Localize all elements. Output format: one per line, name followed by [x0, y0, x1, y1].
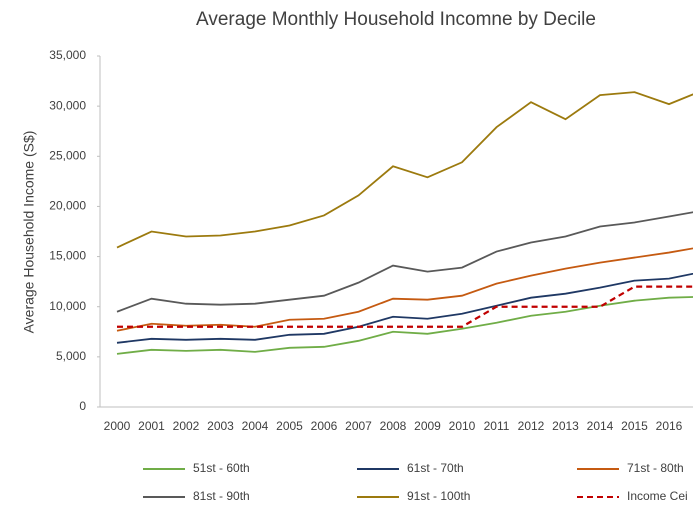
x-tick-label: 2008	[380, 419, 407, 433]
x-tick-label: 2016	[656, 419, 683, 433]
series-line	[117, 285, 693, 328]
x-tick-label: 2003	[207, 419, 234, 433]
x-tick-label: 2006	[311, 419, 338, 433]
y-tick-label: 30,000	[49, 98, 86, 112]
x-tick-label: 2002	[173, 419, 200, 433]
x-tick-label: 2007	[345, 419, 372, 433]
x-tick-label: 2014	[587, 419, 614, 433]
y-tick-label: 35,000	[49, 48, 86, 62]
y-tick-label: 25,000	[49, 148, 86, 162]
x-tick-label: 2010	[449, 419, 476, 433]
x-tick-label: 2013	[552, 419, 579, 433]
x-tick-label: 2000	[104, 419, 131, 433]
legend-label: 61st - 70th	[407, 461, 464, 475]
legend-label: 51st - 60th	[193, 461, 250, 475]
legend-label: 81st - 90th	[193, 489, 250, 503]
legend-label: 71st - 80th	[627, 461, 684, 475]
x-tick-label: 2001	[138, 419, 165, 433]
series-line	[116, 247, 693, 332]
x-tick-label: 2009	[414, 419, 441, 433]
x-tick-label: 2005	[276, 419, 303, 433]
series-line	[116, 91, 693, 249]
chart-title: Average Monthly Household Incomne by Dec…	[196, 9, 596, 30]
y-tick-label: 5,000	[56, 349, 86, 363]
y-tick-label: 20,000	[49, 199, 86, 213]
legend-label: 91st - 100th	[407, 489, 470, 503]
y-axis-label: Average Household Income (S$)	[21, 131, 37, 334]
x-tick-label: 2012	[518, 419, 545, 433]
series-line	[116, 296, 693, 355]
x-tick-label: 2011	[484, 419, 510, 433]
y-tick-label: 10,000	[49, 299, 86, 313]
legend-label: Income Cei	[627, 489, 688, 503]
y-tick-label: 0	[79, 399, 86, 413]
series-line	[116, 272, 693, 344]
x-tick-label: 2015	[621, 419, 648, 433]
y-tick-label: 15,000	[49, 249, 86, 263]
series-line	[116, 211, 693, 313]
x-tick-label: 2004	[242, 419, 269, 433]
